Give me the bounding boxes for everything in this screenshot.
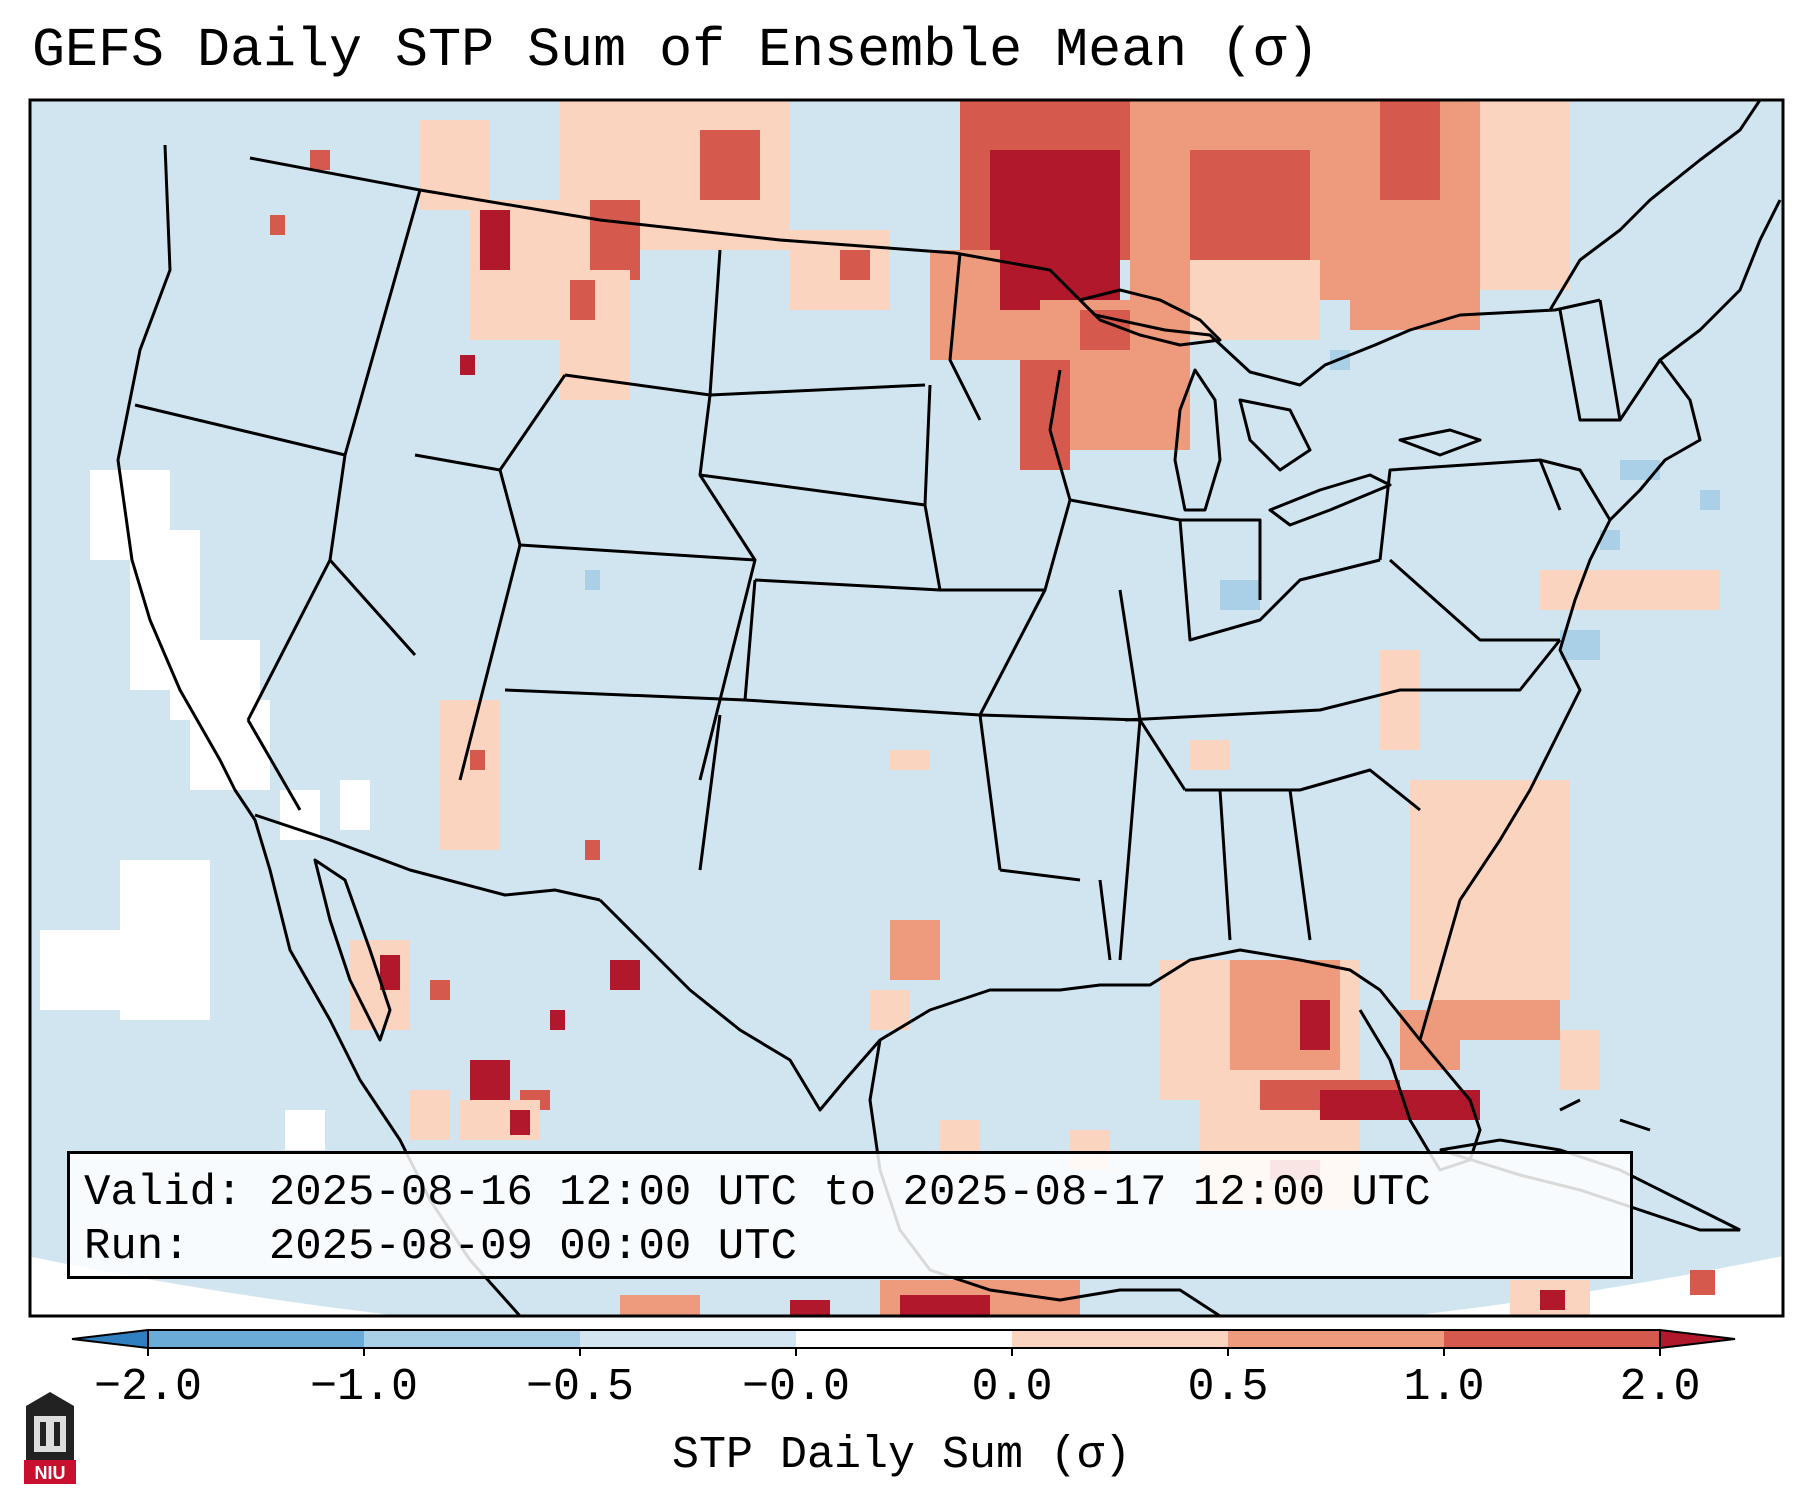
lake-michigan <box>1173 368 1222 512</box>
map-title: GEFS Daily STP Sum of Ensemble Mean (σ) <box>32 19 1320 82</box>
colorbar-label: STP Daily Sum (σ) <box>671 1430 1132 1481</box>
validity-info-box: Valid: 2025-08-16 12:00 UTC to 2025-08-1… <box>67 1151 1633 1279</box>
colorbar <box>71 1328 1736 1356</box>
colorbar-tick-label: 2.0 <box>1619 1362 1701 1413</box>
colorbar-segment <box>1228 1330 1444 1348</box>
near-zero-white-cells <box>40 470 370 1150</box>
lake-erie <box>1268 473 1392 527</box>
colorbar-tick-label: −1.0 <box>309 1362 419 1413</box>
us-canada-border <box>249 156 1601 387</box>
colorbar-tick-label: 1.0 <box>1403 1362 1485 1413</box>
colorbar-segment <box>796 1330 1012 1348</box>
svg-text:NIU: NIU <box>35 1463 66 1483</box>
colorbar-tick-label: −2.0 <box>93 1362 203 1413</box>
lake-ontario <box>1398 428 1482 457</box>
niu-logo: NIU <box>24 1392 76 1484</box>
colorbar-segment <box>364 1330 580 1348</box>
map-frame <box>28 98 1785 1318</box>
colorbar-segment <box>148 1330 364 1348</box>
colorbar-extend-max <box>1659 1328 1736 1350</box>
colorbar-segment <box>580 1330 796 1348</box>
colorbar-tick-label: 0.0 <box>971 1362 1053 1413</box>
colorbar-extend-min <box>71 1328 149 1350</box>
colorbar-tick-label: 0.5 <box>1187 1362 1269 1413</box>
lake-superior <box>1078 288 1222 347</box>
colorbar-segment <box>1012 1330 1228 1348</box>
lake-huron <box>1238 398 1312 472</box>
colorbar-tick-label: −0.0 <box>741 1362 851 1413</box>
run-time-text: Run: 2025-08-09 00:00 UTC <box>84 1222 797 1272</box>
colorbar-outline <box>147 1329 1661 1349</box>
political-boundaries <box>116 100 1782 1316</box>
colorbar-tick-label: −0.5 <box>525 1362 635 1413</box>
valid-time-text: Valid: 2025-08-16 12:00 UTC to 2025-08-1… <box>84 1168 1431 1218</box>
colorbar-segment <box>1444 1330 1660 1348</box>
